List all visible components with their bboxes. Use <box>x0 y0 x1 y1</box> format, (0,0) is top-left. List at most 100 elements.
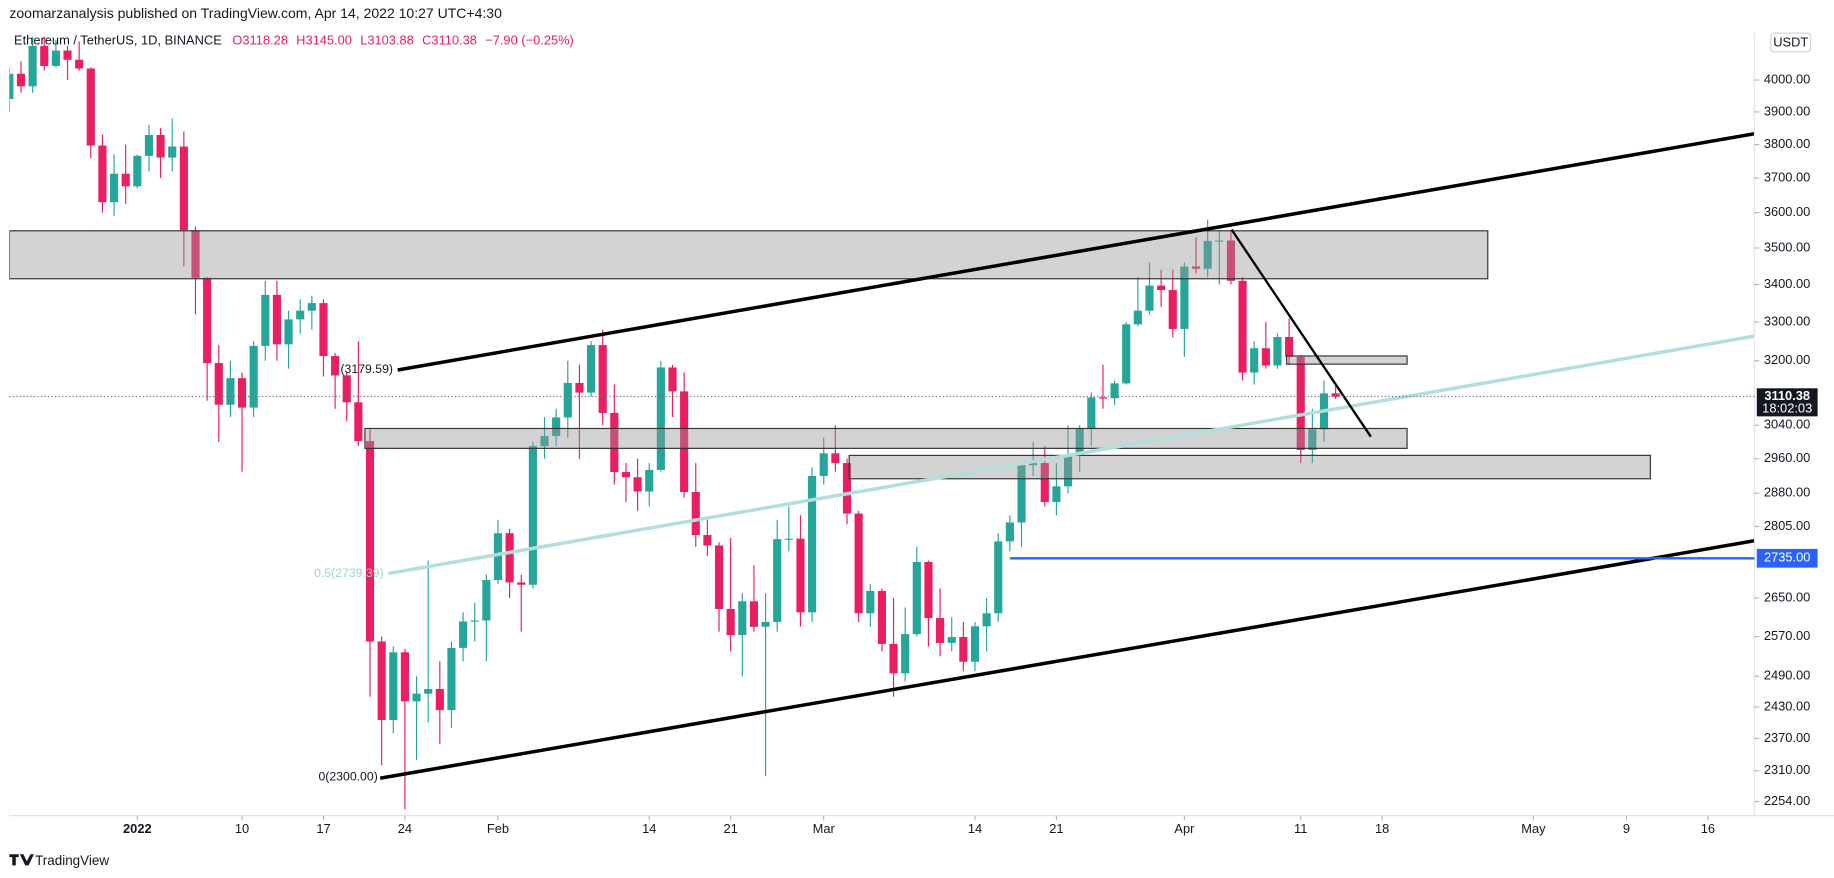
candle-body <box>470 620 479 622</box>
candle-body <box>726 608 735 636</box>
x-tick-label: 24 <box>398 821 412 836</box>
x-tick-label: Apr <box>1174 821 1195 836</box>
y-tick-label: 3500.00 <box>1764 239 1810 254</box>
y-tick-label: 2370.00 <box>1764 730 1810 745</box>
x-tick-label: 16 <box>1701 821 1715 836</box>
candle-body <box>354 402 363 442</box>
support-zone <box>848 454 1651 480</box>
candle-body <box>1075 429 1084 455</box>
fib-line <box>388 334 1755 576</box>
y-tick-label: 2430.00 <box>1764 698 1810 713</box>
y-tick-label: 4000.00 <box>1764 71 1810 86</box>
candle-body <box>1157 285 1166 291</box>
last-price-label: 3110.38 <box>1764 388 1810 403</box>
y-tick-label: 2960.00 <box>1764 450 1810 465</box>
y-tick-label: 2310.00 <box>1764 762 1810 777</box>
candle-body <box>936 618 945 643</box>
candle-body <box>1296 356 1305 450</box>
currency-label[interactable]: USDT <box>1773 34 1808 49</box>
candle-body <box>296 310 305 320</box>
candle-body <box>738 601 747 636</box>
x-tick-label: 10 <box>235 821 249 836</box>
candle-body <box>575 382 584 393</box>
candle-body <box>552 417 561 437</box>
x-tick-label: 21 <box>1049 821 1063 836</box>
y-tick-label: 3200.00 <box>1764 352 1810 367</box>
candle-body <box>109 173 119 203</box>
candle-body <box>1285 336 1294 357</box>
candle-body <box>1122 324 1131 384</box>
y-tick-label: 2490.00 <box>1764 668 1810 683</box>
symbol-title: Ethereum / TetherUS, 1D, BINANCE <box>14 33 222 48</box>
x-tick-label: Mar <box>813 821 836 836</box>
candle-body <box>307 303 316 311</box>
candle-body <box>1133 310 1142 325</box>
x-tick-label: 2022 <box>123 821 152 836</box>
candle-body <box>645 469 654 492</box>
y-tick-label: 3900.00 <box>1764 103 1810 118</box>
candle-body <box>842 463 852 514</box>
channel-top <box>397 131 1755 372</box>
y-tick-label: 2650.00 <box>1764 589 1810 604</box>
candle-body <box>819 453 828 476</box>
candle-body <box>517 582 526 585</box>
x-tick-label: 17 <box>316 821 330 836</box>
candle-body <box>854 513 863 614</box>
candles <box>9 36 1340 810</box>
candle-body <box>1005 522 1014 542</box>
last-price-box <box>1756 388 1818 417</box>
downtrend-line <box>1230 228 1372 438</box>
candle-body <box>121 173 130 187</box>
footer-logo <box>9 854 34 866</box>
fib-label: (3179.59) <box>340 362 393 376</box>
candle-body <box>1261 348 1270 366</box>
candle-body <box>226 378 235 405</box>
candle-body <box>1331 393 1340 397</box>
publisher-line: zoomarzanalysis published on TradingView… <box>9 5 502 21</box>
y-tick-label: 2880.00 <box>1764 485 1810 500</box>
candle-body <box>563 382 572 418</box>
candle-body <box>447 647 456 711</box>
candle-body <box>610 412 619 473</box>
candle-body <box>912 561 921 635</box>
candle-body <box>412 693 421 702</box>
candle-body <box>40 45 49 66</box>
candle-body <box>1063 454 1073 487</box>
candle-body <box>98 145 107 203</box>
candle-body <box>435 689 444 711</box>
candle-body <box>400 652 409 702</box>
candle-body <box>773 539 782 622</box>
candle-body <box>1215 240 1224 242</box>
drawings <box>9 131 1755 780</box>
x-tick-label: May <box>1521 821 1546 836</box>
candle-body <box>808 475 817 613</box>
candle-body <box>831 453 840 464</box>
candle-body <box>994 541 1003 614</box>
candle-body <box>540 436 549 447</box>
candle-body <box>505 533 514 583</box>
countdown-label: 18:02:03 <box>1762 401 1812 416</box>
resistance-zone <box>1286 355 1408 365</box>
candle-body <box>179 146 188 231</box>
candle-body <box>680 391 689 492</box>
candle-body <box>1226 240 1236 281</box>
candle-body <box>796 538 805 613</box>
y-tick-label: 3700.00 <box>1764 170 1810 185</box>
candle-body <box>1040 463 1049 503</box>
candle-body <box>424 689 433 694</box>
y-tick-label: 3300.00 <box>1764 313 1810 328</box>
candle-body <box>982 613 991 627</box>
candle-body <box>133 155 142 187</box>
currency-button[interactable] <box>1770 32 1812 53</box>
candle-body <box>156 135 165 158</box>
candle-body <box>889 643 898 674</box>
candle-body <box>1029 463 1038 466</box>
x-tick-label: 11 <box>1294 821 1307 836</box>
candle-body <box>191 230 200 278</box>
candle-body <box>947 637 956 643</box>
candle-body <box>284 319 293 345</box>
logo-mark <box>9 854 34 866</box>
price-line-box <box>1756 548 1818 568</box>
candle-body <box>924 561 933 619</box>
